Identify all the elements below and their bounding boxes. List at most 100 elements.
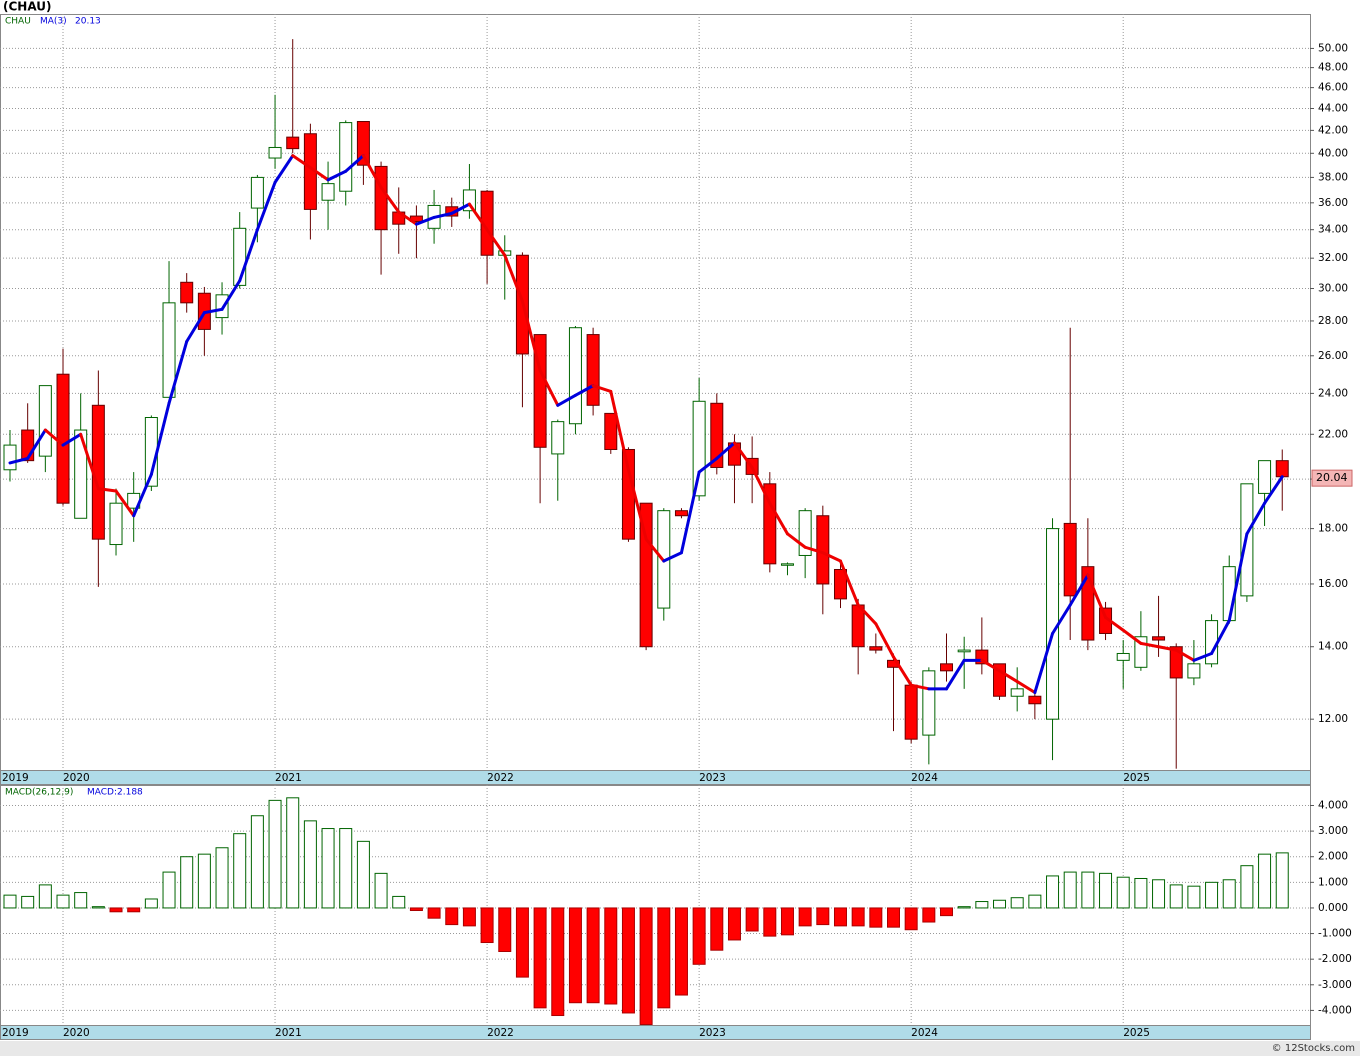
ma-segment	[79, 432, 100, 491]
ma-segment	[202, 307, 224, 315]
x-tick-label: 2025	[1123, 1027, 1150, 1039]
ma-segment	[803, 545, 825, 555]
candle-body	[339, 122, 353, 192]
macd-bar	[1222, 879, 1236, 909]
candle-body	[904, 684, 918, 740]
x-tick-label: 2019	[2, 1027, 29, 1039]
ma-segment	[432, 211, 454, 219]
candle-body	[1063, 522, 1077, 597]
legend-macd: MACD(26,12,9)	[5, 788, 73, 798]
candle-body	[1187, 663, 1201, 679]
ma-segment	[1068, 573, 1090, 607]
macd-bar	[621, 907, 635, 1014]
macd-bar	[515, 907, 529, 978]
macd-bar	[1205, 881, 1219, 909]
ma-segment	[503, 253, 524, 303]
macd-bar	[38, 884, 52, 909]
candle-body	[922, 670, 936, 736]
candle-body	[621, 448, 635, 540]
macd-bar	[321, 828, 335, 909]
candle-body	[674, 510, 688, 517]
ma-segment	[980, 658, 1002, 673]
macd-bar	[1081, 871, 1095, 909]
ma-segment	[361, 154, 383, 189]
macd-bar	[409, 907, 423, 912]
candle-body	[215, 294, 229, 319]
macd-bar	[286, 797, 300, 909]
candle-body	[957, 649, 971, 653]
y-tick-label: 42.00	[1318, 124, 1348, 136]
x-tick-label: 2020	[63, 1027, 90, 1039]
macd-bar	[568, 907, 582, 1004]
candle-body	[586, 334, 600, 406]
x-tick-label: 2023	[699, 772, 726, 784]
y-tick-label: -2.000	[1318, 953, 1352, 965]
ma-segment	[1174, 648, 1196, 662]
macd-bar	[1275, 852, 1289, 909]
ma-segment	[1015, 680, 1037, 695]
candle-body	[180, 281, 194, 304]
ma-segment	[1033, 631, 1055, 695]
macd-bar	[1134, 877, 1148, 909]
ma-segment	[8, 456, 30, 465]
ma-segment	[679, 470, 701, 555]
candle-body	[1275, 460, 1289, 478]
legend-macd-value: MACD:2.188	[87, 788, 143, 798]
candle-body	[833, 568, 847, 600]
y-tick-label: 28.00	[1318, 315, 1348, 327]
macd-bar	[887, 907, 900, 928]
ma-segment	[697, 456, 719, 474]
y-tick-label: 2.000	[1318, 851, 1348, 863]
ma-segment	[450, 202, 471, 215]
candle-body	[1205, 620, 1219, 665]
ma-segment	[909, 683, 931, 691]
candle-body	[38, 385, 52, 457]
macd-bar	[180, 856, 194, 909]
y-tick-label: 12.00	[1318, 713, 1348, 725]
macd-bar	[21, 895, 35, 909]
ma-segment	[556, 393, 577, 407]
ma-segment	[308, 166, 330, 182]
ma-segment	[1192, 651, 1214, 662]
y-tick-label: -4.000	[1318, 1004, 1352, 1016]
ma-segment	[238, 228, 259, 283]
macd-bar	[851, 907, 865, 927]
y-tick-label: 26.00	[1318, 350, 1348, 362]
macd-bar	[993, 899, 1007, 909]
ma-segment	[1104, 615, 1125, 632]
ma-segment	[185, 311, 206, 344]
chart-title: (CHAU)	[3, 0, 51, 14]
ma-segment	[750, 465, 772, 505]
macd-bar	[533, 907, 547, 1009]
candle-body	[780, 563, 794, 566]
macd-bar	[710, 907, 724, 951]
macd-bar	[833, 907, 847, 927]
macd-bar	[215, 847, 229, 909]
y-tick-label: 46.00	[1318, 82, 1348, 94]
y-tick-label: 4.000	[1318, 799, 1348, 811]
macd-bar	[109, 907, 123, 913]
last-price-box	[1311, 469, 1353, 487]
macd-bar	[392, 895, 406, 909]
ma-segment	[573, 384, 595, 397]
y-tick-label: -1.000	[1318, 928, 1352, 940]
y-tick-label: 14.00	[1318, 641, 1348, 653]
macd-bar	[639, 907, 653, 1025]
x-tick-label: 2019	[2, 772, 29, 784]
macd-bar	[303, 820, 317, 909]
y-tick-label: 50.00	[1318, 42, 1348, 54]
candle-body	[568, 327, 582, 425]
macd-bar	[1028, 894, 1042, 909]
ma-segment	[520, 299, 542, 372]
ma-segment	[856, 603, 878, 626]
candle-body	[1010, 688, 1024, 697]
footer	[0, 1041, 1360, 1056]
macd-bar	[74, 892, 88, 909]
candle-body	[74, 429, 88, 519]
macd-bar	[763, 907, 777, 937]
candle-body	[162, 302, 176, 398]
ma-segment	[644, 537, 666, 563]
y-tick-label: 30.00	[1318, 283, 1348, 295]
x-tick-label: 2021	[275, 772, 302, 784]
macd-bar	[940, 907, 954, 917]
